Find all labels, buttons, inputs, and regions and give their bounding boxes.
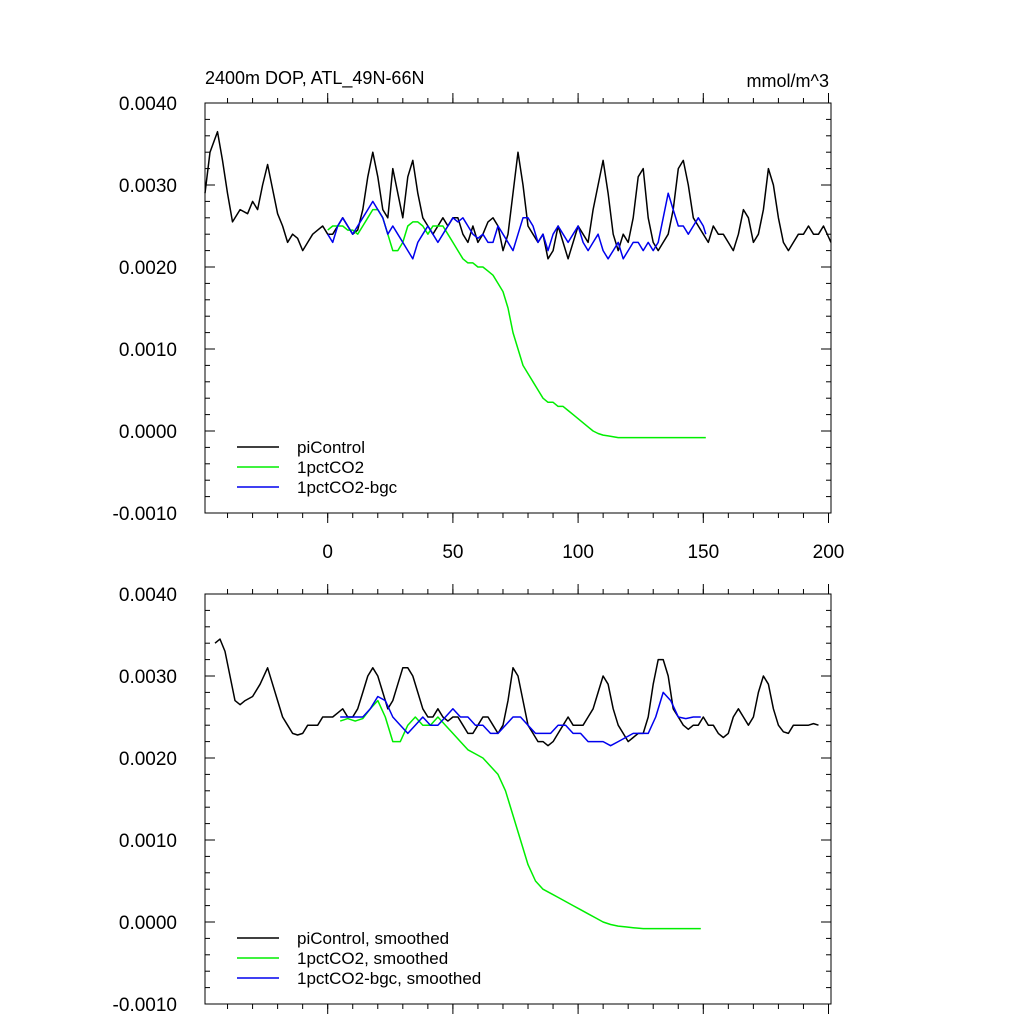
series-group <box>214 638 819 930</box>
x-tick-label: 0 <box>322 542 333 563</box>
legend-label: 1pctCO2 <box>297 458 364 477</box>
series-line-picontrol <box>204 130 832 260</box>
x-tick-label: 50 <box>442 542 463 563</box>
legend-label: piControl, smoothed <box>297 929 449 948</box>
y-tick-label: 0.0030 <box>119 667 177 688</box>
y-tick-label: 0.0020 <box>119 258 177 279</box>
y-tick-label: 0.0020 <box>119 749 177 770</box>
y-tick-label: 0.0040 <box>119 94 177 115</box>
series-line-1pctco2-bgc <box>327 192 707 260</box>
series-line-1pctco2-bgc-smoothed <box>340 691 701 747</box>
y-tick-label: 0.0000 <box>119 913 177 934</box>
legend-label: piControl <box>297 438 365 457</box>
units-label: mmol/m^3 <box>747 71 829 91</box>
x-tick-label: 150 <box>687 542 719 563</box>
axis-ticks: 0.0040 0.0030 0.0020 0.0010 0.0000 -0.0010 0 50… <box>113 93 845 563</box>
y-tick-label: 0.0000 <box>119 422 177 443</box>
top-panel: 2400m DOP, ATL_49N-66N mmol/m^3 0.00400.… <box>113 68 845 563</box>
x-tick-label: 200 <box>813 542 845 563</box>
series-line-1pctco2-smoothed <box>339 699 701 930</box>
y-tick-label: -0.0010 <box>113 995 177 1016</box>
plot-frame <box>204 102 832 514</box>
chart-title: 2400m DOP, ATL_49N-66N <box>205 68 424 89</box>
plot-frame <box>204 593 832 1005</box>
legend-label: 1pctCO2, smoothed <box>297 949 448 968</box>
y-tick-label: -0.0010 <box>113 504 177 525</box>
axis-ticks: 0.0040 0.0030 0.0020 0.0010 0.0000 -0.0010 <box>113 584 831 1016</box>
y-tick-label: 0.0010 <box>119 831 177 852</box>
series-group <box>204 130 832 439</box>
legend-label: 1pctCO2-bgc, smoothed <box>297 969 481 988</box>
y-tick-label: 0.0030 <box>119 176 177 197</box>
y-tick-label: 0.0040 <box>119 585 177 606</box>
series-line-picontrol-smoothed <box>214 638 819 747</box>
y-tick-label: 0.0010 <box>119 340 177 361</box>
x-tick-label: 100 <box>562 542 594 563</box>
bottom-panel: 0.0040 0.0030 0.0020 0.0010 0.0000 -0.0010 pi… <box>113 584 832 1016</box>
legend-label: 1pctCO2-bgc <box>297 478 398 497</box>
